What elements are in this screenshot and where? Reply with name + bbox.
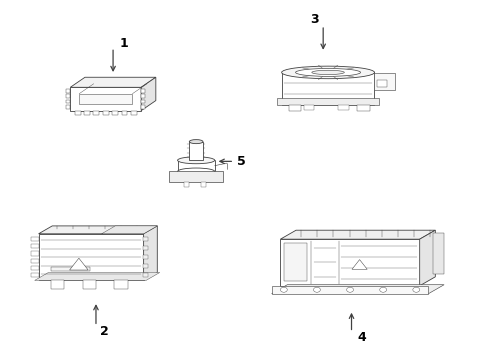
Bar [114, 280, 128, 289]
Bar [284, 243, 307, 282]
Circle shape [314, 287, 320, 292]
Bar [271, 286, 428, 294]
Bar [131, 111, 137, 115]
Polygon shape [71, 87, 141, 111]
Bar [189, 141, 203, 160]
Circle shape [413, 287, 419, 292]
Bar [304, 105, 315, 110]
Bar [374, 73, 395, 90]
Ellipse shape [295, 68, 361, 76]
Polygon shape [280, 239, 419, 286]
Bar [67, 100, 71, 103]
Ellipse shape [177, 168, 215, 175]
Bar [141, 105, 145, 109]
Polygon shape [144, 226, 157, 280]
Bar [143, 255, 148, 259]
Bar [357, 105, 369, 111]
Bar [338, 105, 348, 110]
Bar [141, 89, 145, 93]
Bar [169, 171, 223, 182]
Polygon shape [70, 258, 88, 270]
Bar [82, 280, 96, 289]
Bar [31, 258, 39, 263]
Text: 2: 2 [100, 325, 109, 338]
Ellipse shape [282, 66, 374, 79]
Bar [282, 72, 374, 105]
Bar [112, 111, 118, 115]
Bar [122, 111, 127, 115]
Bar [67, 89, 71, 93]
Circle shape [346, 287, 353, 292]
Bar [51, 267, 90, 271]
Bar [289, 105, 301, 111]
Bar [103, 111, 109, 115]
Polygon shape [39, 234, 144, 280]
Bar [143, 237, 148, 241]
Text: 3: 3 [311, 13, 319, 26]
Bar [51, 280, 65, 289]
Bar [31, 266, 39, 270]
Text: 5: 5 [237, 155, 246, 168]
Circle shape [380, 287, 387, 292]
Polygon shape [271, 285, 444, 294]
Bar [141, 100, 145, 103]
Bar [377, 80, 387, 87]
Bar [94, 111, 99, 115]
Bar [141, 94, 145, 98]
Bar [277, 98, 379, 105]
Polygon shape [280, 230, 435, 239]
Bar [67, 105, 71, 109]
Polygon shape [101, 226, 157, 234]
Text: 1: 1 [120, 36, 128, 50]
Bar [31, 237, 39, 241]
Bar [143, 264, 148, 268]
Bar [433, 233, 443, 274]
Circle shape [280, 287, 287, 292]
Bar [67, 94, 71, 98]
Polygon shape [141, 77, 156, 111]
Bar [84, 111, 90, 115]
Ellipse shape [189, 140, 203, 144]
Bar [31, 251, 39, 256]
Polygon shape [39, 226, 157, 234]
Bar [31, 244, 39, 248]
Polygon shape [419, 230, 435, 286]
Ellipse shape [177, 157, 215, 164]
Bar [143, 273, 148, 277]
Polygon shape [35, 273, 160, 280]
Bar [184, 182, 189, 186]
Ellipse shape [312, 70, 344, 75]
Bar [31, 273, 39, 277]
Polygon shape [71, 77, 156, 87]
Polygon shape [352, 260, 367, 269]
Text: 4: 4 [358, 331, 367, 344]
Bar [74, 111, 80, 115]
Bar [143, 246, 148, 250]
Bar [201, 182, 206, 186]
Polygon shape [79, 94, 132, 104]
